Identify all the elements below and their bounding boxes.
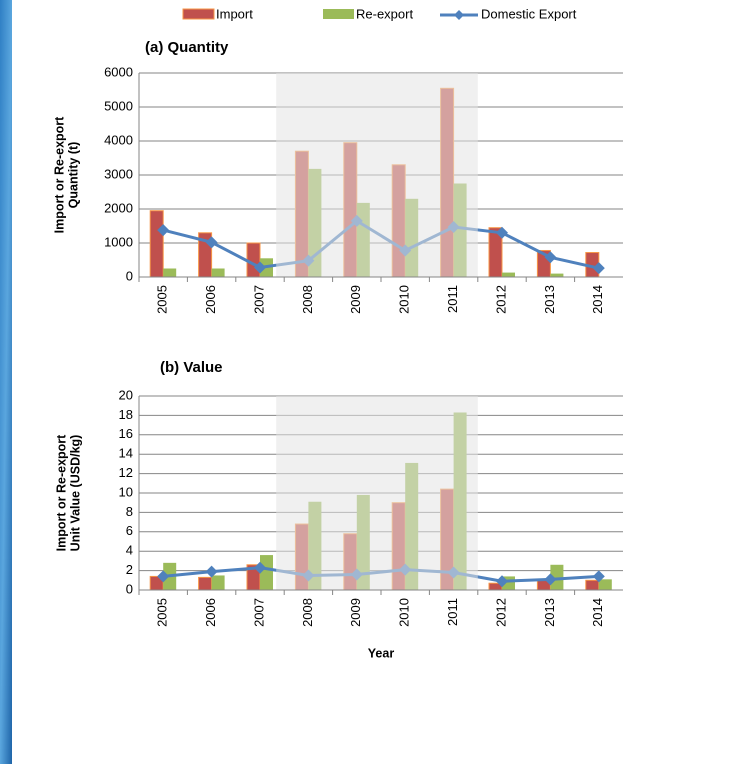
- bar: [149, 210, 164, 278]
- bar: [260, 555, 273, 590]
- x-tick-label: 2014: [590, 285, 605, 314]
- y-axis-title: Unit Value (USD/kg): [68, 435, 82, 552]
- bar: [211, 268, 225, 277]
- x-tick-label: 2012: [493, 598, 508, 627]
- y-tick-label: 20: [119, 387, 133, 402]
- bar: [211, 575, 225, 590]
- bar: [598, 579, 612, 590]
- bar: [198, 576, 213, 591]
- x-tick-label: 2014: [590, 598, 605, 627]
- y-tick-label: 2: [126, 562, 133, 577]
- legend-marker: [454, 10, 464, 20]
- legend-label: Re-export: [356, 6, 413, 21]
- x-tick-label: 2011: [445, 285, 460, 313]
- bar: [246, 242, 261, 278]
- y-tick-label: 4: [126, 543, 133, 558]
- y-tick-label: 16: [119, 426, 133, 441]
- bar: [550, 273, 564, 277]
- line-marker: [254, 561, 266, 574]
- x-tick-label: 2009: [348, 285, 363, 314]
- x-tick-label: 2006: [203, 285, 218, 314]
- x-tick-label: 2013: [542, 285, 557, 314]
- x-tick-label: 2012: [493, 285, 508, 314]
- y-tick-label: 3000: [104, 166, 133, 181]
- y-tick-label: 2000: [104, 200, 133, 215]
- shaded-period: [276, 396, 478, 590]
- y-tick-label: 0: [126, 268, 133, 283]
- line-marker: [157, 224, 170, 237]
- line-marker: [592, 262, 605, 275]
- y-axis-title: Import or Re-export: [52, 116, 66, 234]
- y-axis-title: Quantity (t): [66, 142, 80, 209]
- y-tick-label: 4000: [104, 132, 133, 147]
- x-tick-label: 2009: [348, 598, 363, 627]
- y-tick-label: 14: [119, 446, 133, 461]
- y-tick-label: 8: [126, 504, 133, 519]
- x-tick-label: 2010: [397, 285, 412, 314]
- x-tick-label: 2013: [542, 598, 557, 627]
- x-tick-label: 2007: [251, 598, 266, 627]
- y-tick-label: 0: [126, 581, 133, 596]
- line-marker: [544, 251, 557, 264]
- y-tick-label: 6: [126, 523, 133, 538]
- line-marker: [496, 575, 508, 588]
- shaded-period: [276, 73, 478, 277]
- y-axis-title: Import or Re-export: [54, 434, 68, 552]
- legend-swatch: [182, 8, 215, 20]
- legend-label: Domestic Export: [481, 6, 577, 21]
- chart-title: (a) Quantity: [145, 39, 229, 56]
- x-axis-title: Year: [368, 646, 395, 660]
- bar: [550, 564, 564, 590]
- side-strip: [0, 0, 12, 764]
- legend-swatch: [323, 9, 354, 19]
- line-marker: [205, 236, 218, 249]
- y-tick-label: 18: [119, 407, 133, 422]
- chart-title: (b) Value: [160, 359, 223, 376]
- line-marker: [254, 261, 266, 274]
- x-tick-label: 2010: [397, 598, 412, 627]
- bar: [585, 579, 600, 591]
- line-marker: [157, 570, 170, 583]
- x-tick-label: 2005: [155, 598, 170, 627]
- x-tick-label: 2005: [155, 285, 170, 314]
- y-tick-label: 1000: [104, 234, 133, 249]
- bar: [163, 268, 177, 277]
- x-tick-label: 2006: [203, 598, 218, 627]
- line-marker: [205, 565, 218, 578]
- x-tick-label: 2008: [300, 598, 315, 627]
- line-marker: [496, 226, 508, 239]
- y-tick-label: 6000: [104, 64, 133, 79]
- x-tick-label: 2007: [251, 285, 266, 314]
- x-tick-label: 2008: [300, 285, 315, 314]
- line-marker: [592, 570, 605, 583]
- y-tick-label: 5000: [104, 98, 133, 113]
- x-tick-label: 2011: [445, 598, 460, 626]
- y-tick-label: 12: [119, 465, 133, 480]
- legend-label: Import: [216, 6, 253, 21]
- bar: [502, 272, 515, 277]
- y-tick-label: 10: [119, 484, 133, 499]
- line-marker: [544, 573, 557, 586]
